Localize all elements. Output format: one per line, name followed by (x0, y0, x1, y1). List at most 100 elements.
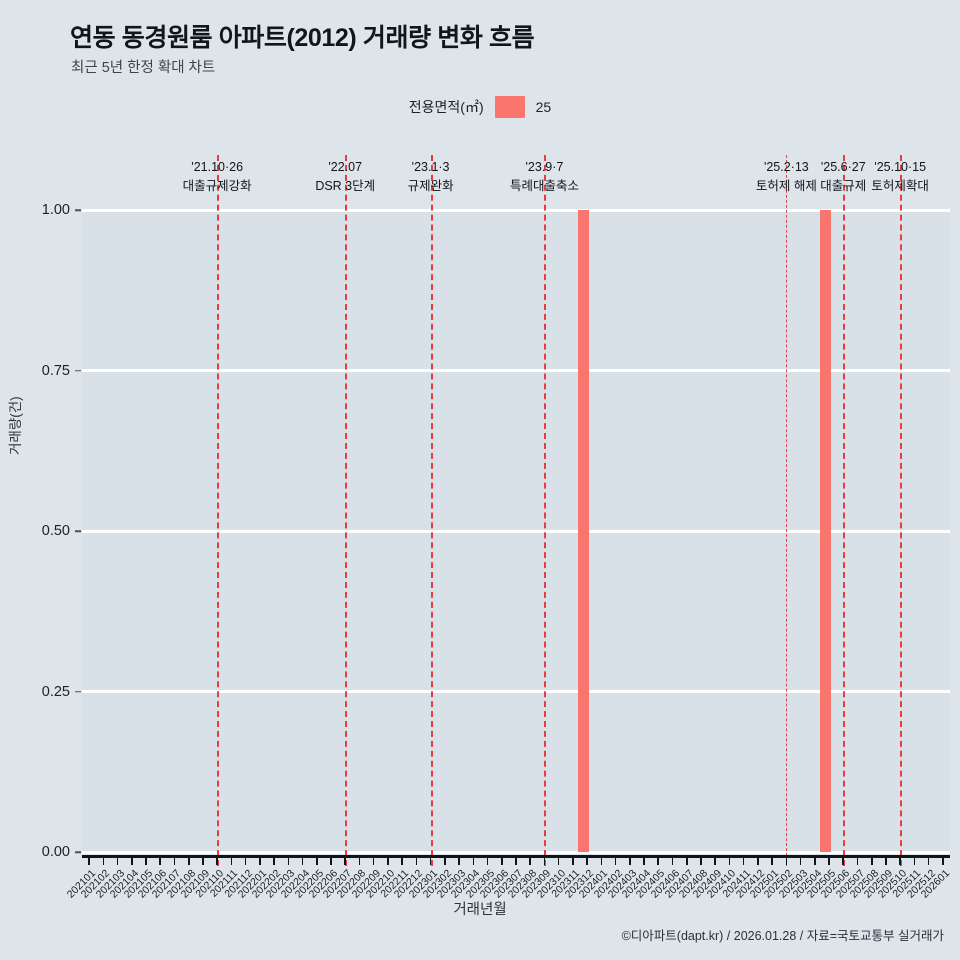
legend: 전용면적(㎡) 25 (0, 96, 960, 118)
chart-title: 연동 동경원룸 아파트(2012) 거래량 변화 흐름 (70, 24, 535, 52)
x-tick-mark (202, 856, 204, 865)
y-tick-label: 0.25 (41, 683, 70, 700)
x-tick-mark (444, 856, 446, 865)
x-tick-mark (429, 856, 432, 865)
x-tick-mark (814, 856, 816, 865)
event-annotation: '23.1·3 규제완화 (408, 158, 454, 197)
event-annotation: '22.07 DSR 3단계 (315, 158, 375, 197)
x-tick-mark (714, 856, 716, 865)
event-line (430, 155, 433, 866)
y-tick-mark (75, 369, 81, 372)
x-tick-mark (145, 856, 147, 865)
x-tick-mark (856, 856, 859, 865)
x-tick-mark (614, 856, 617, 865)
y-tick-label: 0.50 (41, 523, 70, 539)
x-tick-mark (885, 856, 887, 865)
y-tick-mark (75, 530, 81, 532)
y-tick-mark (75, 209, 81, 211)
x-tick-mark (415, 856, 418, 865)
event-line (786, 155, 788, 866)
x-tick-mark (557, 856, 560, 865)
x-tick-mark (244, 856, 247, 865)
event-annotation: '25.2·13 토허제 해제 (756, 158, 817, 197)
gridline (82, 529, 950, 533)
event-line (843, 155, 846, 866)
y-tick-label: 0.00 (41, 844, 70, 860)
event-date: '25.2·13 (763, 160, 809, 174)
x-tick-mark (500, 856, 503, 865)
x-tick-mark (572, 856, 574, 865)
x-tick-mark (230, 856, 233, 865)
x-tick-mark (671, 856, 674, 865)
x-tick-mark (273, 856, 275, 865)
x-tick-mark (344, 856, 347, 865)
x-tick-mark (458, 856, 460, 865)
y-tick-label: 1.00 (41, 202, 70, 218)
x-tick-mark (629, 856, 631, 865)
event-line (345, 155, 348, 866)
legend-title: 전용면적(㎡) (408, 99, 484, 115)
x-tick-mark (728, 856, 731, 865)
x-tick-mark (757, 856, 759, 865)
x-tick-mark (870, 856, 873, 865)
x-tick-mark (799, 856, 802, 865)
event-annotation: '25.6·27 대출규제 (820, 158, 866, 197)
legend-label-25: 25 (535, 99, 552, 115)
x-tick-mark (216, 856, 218, 865)
x-tick-mark (358, 856, 361, 865)
x-tick-mark (600, 856, 603, 865)
bar (820, 210, 832, 852)
x-tick-mark (586, 856, 588, 865)
y-axis-title: 거래량(건) (8, 396, 23, 455)
y-tick-mark (75, 690, 81, 693)
event-date: '25.6·27 (820, 160, 866, 174)
x-tick-mark (657, 856, 660, 865)
x-tick-mark (771, 856, 773, 865)
x-tick-mark (899, 856, 901, 865)
plot-area (82, 155, 950, 866)
x-tick-mark (913, 856, 916, 865)
event-label: 토허제확대 (871, 179, 929, 194)
x-tick-mark (259, 856, 261, 865)
x-tick-mark (372, 856, 375, 865)
event-line (544, 155, 547, 866)
x-axis-title: 거래년월 (453, 902, 507, 918)
x-tick-mark (543, 856, 546, 865)
event-label: 특례대출축소 (509, 179, 579, 194)
x-tick-mark (842, 856, 845, 865)
event-label: DSR 3단계 (315, 179, 376, 194)
event-date: '21.10·26 (191, 160, 244, 174)
y-tick-label: 0.75 (41, 362, 70, 379)
x-tick-mark (102, 856, 105, 865)
x-tick-mark (88, 856, 90, 865)
x-tick-mark (700, 856, 702, 865)
x-tick-mark (301, 856, 304, 865)
x-tick-mark (486, 856, 489, 865)
x-tick-mark (173, 856, 176, 865)
gridline (82, 369, 950, 372)
y-tick-mark (75, 851, 81, 853)
event-annotation: '21.10·26 대출규제강화 (183, 158, 252, 197)
x-tick-mark (116, 856, 119, 865)
event-annotation: '25.10·15 토허제확대 (871, 158, 929, 197)
x-tick-mark (315, 856, 318, 865)
event-date: '25.10·15 (874, 160, 927, 174)
x-tick-mark (387, 856, 389, 865)
x-tick-mark (330, 856, 332, 865)
event-label: 대출규제 (820, 179, 867, 194)
gridline (82, 208, 950, 212)
x-tick-mark (159, 856, 162, 865)
footer-credit: ©디아파트(dapt.kr) / 2026.01.28 / 자료=국토교통부 실… (621, 929, 944, 943)
event-date: '22.07 (328, 160, 363, 174)
x-tick-mark (515, 856, 517, 865)
gridline (82, 850, 950, 854)
x-tick-mark (131, 856, 133, 865)
event-line (217, 155, 220, 866)
event-label: 토허제 해제 (755, 179, 817, 194)
x-tick-mark (187, 856, 190, 865)
x-tick-mark (401, 856, 403, 865)
x-tick-mark (529, 856, 532, 865)
event-label: 규제완화 (407, 179, 454, 194)
event-line (900, 155, 903, 866)
x-tick-mark (828, 856, 830, 865)
